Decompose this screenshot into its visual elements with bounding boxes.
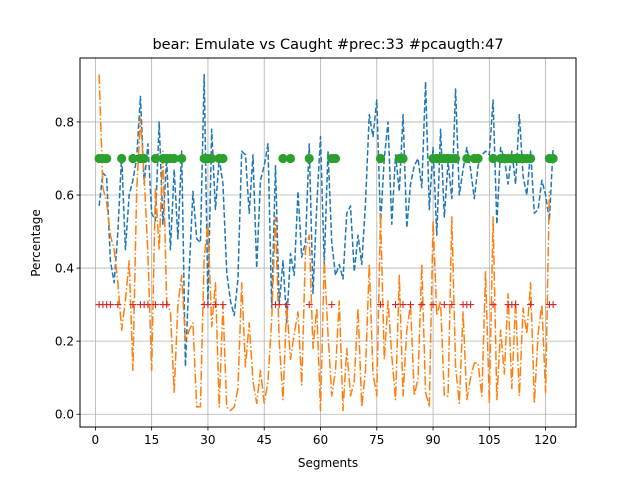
marker-pcaught: [448, 301, 456, 309]
plot-area: [94, 73, 558, 412]
marker-prec: [278, 153, 288, 164]
y-axis: 0.0 0.2 0.4 0.6 0.8: [55, 115, 80, 422]
marker-pcaught: [512, 301, 520, 309]
y-tick-label: 0.2: [55, 335, 74, 349]
marker-pcaught: [440, 301, 448, 309]
marker-prec: [330, 153, 341, 164]
x-tick-label: 120: [534, 433, 557, 447]
marker-prec: [488, 153, 498, 164]
marker-pcaught: [283, 301, 291, 309]
marker-prec: [473, 153, 483, 164]
x-axis-label: Segments: [298, 456, 358, 470]
y-axis-label: Percentage: [29, 209, 43, 277]
marker-prec: [285, 153, 296, 164]
marker-prec: [207, 153, 217, 164]
marker-pcaught: [377, 301, 385, 309]
marker-pcaught: [549, 301, 557, 309]
marker-prec: [139, 153, 149, 164]
marker-prec: [102, 153, 112, 164]
x-tick-label: 45: [257, 433, 272, 447]
marker-pcaught: [527, 301, 535, 309]
marker-pcaught: [328, 301, 336, 309]
marker-pcaught: [129, 301, 137, 309]
marker-prec: [375, 153, 386, 164]
marker-prec: [150, 153, 161, 164]
marker-pcaught: [305, 301, 313, 309]
x-tick-label: 15: [144, 433, 159, 447]
marker-pcaught: [163, 301, 171, 309]
marker-pcaught: [467, 301, 475, 309]
x-tick-label: 105: [478, 433, 501, 447]
marker-prec: [169, 153, 179, 164]
y-tick-label: 0.8: [55, 115, 74, 129]
marker-prec: [117, 153, 127, 164]
marker-prec: [177, 153, 187, 164]
marker-prec: [304, 153, 314, 164]
marker-pcaught: [106, 301, 114, 309]
marker-prec: [548, 153, 558, 164]
marker-pcaught: [114, 301, 122, 309]
marker-pcaught: [204, 301, 212, 309]
axes-frame: [79, 57, 577, 428]
marker-prec: [398, 153, 408, 164]
marker-prec: [462, 153, 472, 164]
x-tick-label: 60: [313, 433, 328, 447]
marker-prec: [218, 153, 228, 164]
marker-pcaught: [429, 301, 437, 309]
y-tick-label: 0.4: [55, 262, 74, 276]
marker-pcaught: [392, 301, 400, 309]
marker-pcaught: [275, 301, 283, 309]
marker-pcaught: [151, 301, 159, 309]
marker-pcaught: [407, 301, 415, 309]
marker-pcaught: [399, 301, 407, 309]
marker-prec: [128, 153, 138, 164]
x-tick-label: 30: [200, 433, 215, 447]
marker-pcaught: [144, 301, 152, 309]
x-tick-label: 75: [369, 433, 384, 447]
x-tick-label: 0: [92, 433, 100, 447]
y-tick-label: 0.0: [55, 408, 74, 422]
x-tick-label: 90: [425, 433, 440, 447]
series-line-caught: [98, 74, 551, 412]
marker-pcaught: [219, 301, 227, 309]
y-tick-label: 0.6: [55, 189, 74, 203]
chart-title: bear: Emulate vs Caught #prec:33 #pcaugt…: [152, 37, 503, 53]
marker-prec: [450, 153, 461, 164]
marker-prec: [526, 153, 536, 164]
series-line-emulate: [98, 73, 554, 368]
grid-lines: [80, 58, 576, 427]
x-axis: 0 15 30 45 60 75 90 105 120: [92, 427, 557, 447]
marker-pcaught: [489, 301, 497, 309]
marker-pcaught: [418, 301, 426, 309]
marker-pcaught: [211, 301, 219, 309]
